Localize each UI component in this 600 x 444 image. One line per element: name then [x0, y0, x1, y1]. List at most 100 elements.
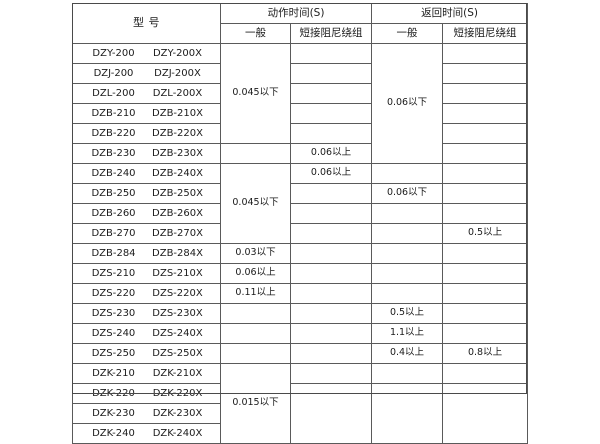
- model-code-a: DZB-270: [91, 228, 136, 239]
- action-damping-value: [289, 303, 373, 324]
- model-cell: DZB-260 DZB-260X: [72, 203, 221, 224]
- action-damping-value: [289, 383, 373, 444]
- model-cell: DZK-220 DZK-220X: [72, 383, 221, 404]
- return-damping-value: [442, 303, 529, 324]
- action-normal-value: [220, 323, 291, 344]
- table-row: DZB-240 DZB-240X 0.045以下 0.06以上: [72, 163, 529, 244]
- model-code-b: DZB-230X: [152, 148, 203, 159]
- action-damping-value: [289, 43, 373, 64]
- action-damping-value: 0.06以上: [289, 163, 373, 184]
- return-normal-value: 0.06以下: [371, 43, 444, 164]
- model-code-a: DZY-200: [92, 48, 135, 59]
- model-cell: DZS-230 DZS-230X: [72, 303, 221, 324]
- table-header: 型 号 动作时间(S) 返回时间(S) 一般 短接阻尼绕组 一般 短接阻尼绕组: [72, 3, 529, 44]
- model-code-b: DZB-260X: [152, 208, 203, 219]
- model-code-a: DZB-250: [91, 188, 136, 199]
- table-row: DZK-210 DZK-210X 0.015以下: [72, 363, 529, 444]
- action-damping-value: [289, 243, 373, 264]
- table-row: DZJ-200 DZJ-200X: [72, 63, 529, 84]
- header-action-damping: 短接阻尼绕组: [289, 23, 373, 44]
- return-normal-value: 0.5以上: [371, 303, 444, 324]
- action-normal-value: [220, 303, 291, 324]
- model-code-a: DZB-284: [91, 248, 136, 259]
- action-damping-value: [289, 63, 373, 84]
- header-action-time: 动作时间(S): [219, 3, 373, 24]
- action-normal-value: 0.11以上: [220, 283, 291, 304]
- action-normal-value: 0.045以下: [220, 43, 291, 144]
- model-code-b: DZK-210X: [152, 368, 203, 379]
- action-damping-value: [289, 363, 373, 384]
- model-code-a: DZS-230: [91, 308, 136, 319]
- model-code-b: DZB-250X: [152, 188, 203, 199]
- return-damping-value: [442, 383, 529, 444]
- table-body: DZY-200 DZY-200X 0.045以下 0.06以下 DZJ-200 DZ…: [72, 43, 529, 444]
- model-cell: DZS-240 DZS-240X: [72, 323, 221, 344]
- action-damping-value: [289, 263, 373, 284]
- return-normal-value: [371, 363, 444, 384]
- model-code-b: DZL-200X: [152, 88, 203, 99]
- return-damping-value: [442, 63, 529, 84]
- table-row: DZB-230 DZB-230X 0.06以上: [72, 143, 529, 164]
- model-code-b: DZK-220X: [152, 388, 203, 399]
- table-row: DZS-210 DZS-210X 0.06以上: [72, 263, 529, 284]
- model-cell: DZB-230 DZB-230X: [72, 143, 221, 164]
- model-code-b: DZB-270X: [152, 228, 203, 239]
- action-damping-value: [289, 223, 373, 244]
- model-code-a: DZS-240: [91, 328, 136, 339]
- table-row: DZS-230 DZS-230X 0.5以上: [72, 303, 529, 324]
- return-normal-value: [371, 263, 444, 284]
- spec-table-container: 型 号 动作时间(S) 返回时间(S) 一般 短接阻尼绕组 一般 短接阻尼绕组 …: [72, 3, 529, 444]
- model-cell: DZJ-200 DZJ-200X: [72, 63, 221, 84]
- table-row: DZY-200 DZY-200X 0.045以下 0.06以下: [72, 43, 529, 164]
- return-damping-value: [442, 83, 529, 104]
- model-code-b: DZB-240X: [152, 168, 203, 179]
- return-damping-value: 0.5以上: [442, 223, 529, 244]
- table-row: DZB-260 DZB-260X: [72, 203, 529, 224]
- model-code-b: DZB-210X: [152, 108, 203, 119]
- relay-timing-table: 型 号 动作时间(S) 返回时间(S) 一般 短接阻尼绕组 一般 短接阻尼绕组 …: [72, 3, 529, 444]
- header-return-time: 返回时间(S): [371, 3, 529, 24]
- table-row: DZB-250 DZB-250X 0.06以下: [72, 183, 529, 204]
- action-normal-value: [220, 143, 291, 164]
- table-row: DZB-284 DZB-284X 0.03以下: [72, 243, 529, 264]
- table-row: DZB-210 DZB-210X: [72, 103, 529, 124]
- action-normal-value: 0.045以下: [220, 163, 291, 244]
- model-cell: DZB-250 DZB-250X: [72, 183, 221, 204]
- return-normal-value: [371, 383, 444, 444]
- action-damping-value: [289, 183, 373, 204]
- return-damping-value: [442, 123, 529, 144]
- action-damping-value: [289, 203, 373, 224]
- action-damping-value: [289, 103, 373, 124]
- return-damping-value: [442, 103, 529, 124]
- model-cell: DZY-200 DZY-200X: [72, 43, 221, 64]
- header-return-normal: 一般: [371, 23, 444, 44]
- model-code-b: DZJ-200X: [154, 68, 201, 79]
- return-damping-value: [442, 203, 529, 224]
- action-damping-value: [289, 123, 373, 144]
- model-code-b: DZS-250X: [152, 348, 203, 359]
- action-damping-value: [289, 83, 373, 104]
- return-damping-value: [442, 243, 529, 264]
- action-damping-value: [289, 323, 373, 344]
- header-model: 型 号: [72, 3, 221, 44]
- return-normal-value: 1.1以上: [371, 323, 444, 344]
- model-code-b: DZK-240X: [152, 428, 203, 439]
- return-normal-value: [371, 243, 444, 264]
- model-code-a: DZB-240: [91, 168, 136, 179]
- model-code-b: DZB-284X: [152, 248, 203, 259]
- action-damping-value: [289, 343, 373, 364]
- return-damping-value: [442, 283, 529, 304]
- model-cell: DZB-270 DZB-270X: [72, 223, 221, 244]
- return-normal-value: 0.06以下: [371, 183, 444, 204]
- model-code-a: DZB-230: [91, 148, 136, 159]
- model-cell: DZS-220 DZS-220X: [72, 283, 221, 304]
- table-row: DZS-220 DZS-220X 0.11以上: [72, 283, 529, 304]
- model-cell: DZK-230 DZK-230X: [72, 403, 221, 424]
- return-normal-value: 0.4以上: [371, 343, 444, 364]
- table-row: DZL-200 DZL-200X: [72, 83, 529, 104]
- model-code-a: DZK-240: [92, 428, 135, 439]
- header-return-damping: 短接阻尼绕组: [442, 23, 529, 44]
- return-damping-value: [442, 183, 529, 204]
- model-cell: DZS-210 DZS-210X: [72, 263, 221, 284]
- action-normal-value: [220, 343, 291, 364]
